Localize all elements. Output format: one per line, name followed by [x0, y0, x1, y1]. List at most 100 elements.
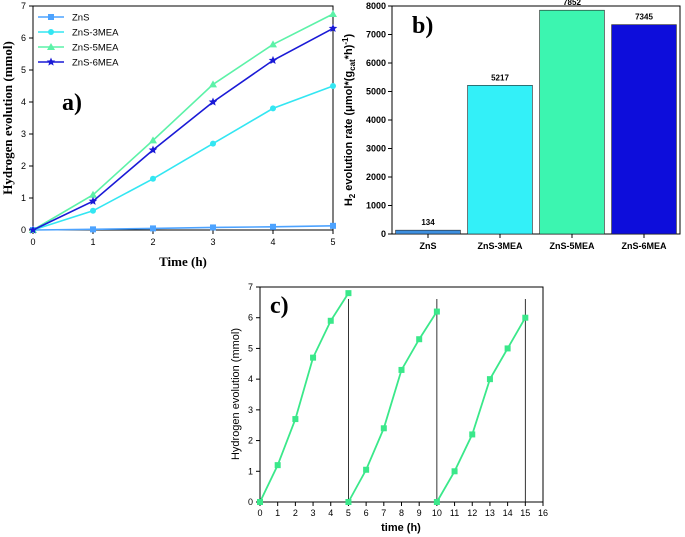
- chart-a-series-line-2: [32, 13, 334, 231]
- chart-b-bar-value-label: 7852: [563, 0, 581, 7]
- chart-a-x-tick-label: 0: [30, 237, 35, 247]
- chart-c-y-tick-label: 5: [248, 343, 253, 353]
- chart-c-y-tick-label: 2: [248, 436, 253, 446]
- chart-a-legend-marker: [47, 43, 55, 50]
- chart-a-y-tick-label: 5: [21, 65, 26, 75]
- chart-c-y-tick-label: 4: [248, 374, 253, 384]
- chart-c-cycle-line-1: [347, 311, 438, 503]
- chart-c-x-tick-label: 5: [346, 508, 351, 518]
- chart-b-y-axis-title-part: -1: [341, 37, 350, 45]
- chart-c-cycle-2-point: [451, 468, 458, 475]
- chart-a-series-line-0: [32, 225, 334, 231]
- chart-a-series-3-point: [328, 23, 338, 33]
- chart-b-category-label: ZnS: [420, 241, 437, 251]
- chart-b-y-tick-label: 4000: [366, 115, 386, 125]
- chart-b-y-axis-title-part: mol*(g: [343, 71, 355, 105]
- chart-a-legend-label: ZnS-3MEA: [72, 28, 119, 39]
- chart-c-panel-label: c): [270, 293, 289, 319]
- chart-c-x-tick-label: 14: [503, 508, 513, 518]
- chart-a-series-2-point: [329, 10, 337, 17]
- chart-b-bar-value-label: 5217: [491, 73, 509, 82]
- chart-c-cycle-0-point: [327, 317, 334, 324]
- chart-b-y-axis-title-part: μ: [343, 105, 355, 112]
- chart-a-legend-label: ZnS-6MEA: [72, 58, 119, 69]
- chart-a-series-1-point: [90, 207, 96, 214]
- chart-a-series-line-1: [32, 85, 334, 231]
- chart-a-legend-label: ZnS: [72, 13, 89, 24]
- chart-c-x-tick-label: 8: [399, 508, 404, 518]
- chart-a-series-1-point: [150, 175, 156, 182]
- chart-a-y-tick-label: 3: [21, 129, 26, 139]
- chart-c-cycle-0-point: [310, 354, 317, 361]
- chart-a-y-tick-label: 7: [21, 1, 26, 11]
- chart-a-series-0-point: [210, 224, 216, 231]
- chart-b-y-tick-label: 7000: [366, 30, 386, 40]
- chart-c-cycle-2-point: [486, 376, 493, 383]
- chart-c-x-tick-label: 12: [467, 508, 477, 518]
- chart-c-cycle-1-point: [363, 466, 370, 473]
- chart-a-series-3-point: [28, 225, 38, 234]
- chart-c-x-tick-label: 6: [364, 508, 369, 518]
- chart-b-bar: [467, 85, 533, 235]
- chart-a-series-0-point: [90, 226, 96, 233]
- chart-b-bar: [395, 229, 461, 235]
- chart-a-x-tick-label: 2: [150, 237, 155, 247]
- chart-c-x-tick-label: 3: [311, 508, 316, 518]
- chart-c-y-tick-label: 6: [248, 313, 253, 323]
- chart-a-series-3-point: [148, 145, 158, 154]
- chart-a-x-tick-label: 5: [330, 237, 335, 247]
- chart-c-cycle-1-point: [433, 308, 440, 315]
- chart-a-legend-marker: [48, 14, 54, 20]
- chart-c-x-tick-label: 13: [485, 508, 495, 518]
- chart-b-y-ticks: 0 1000 2000 3000 4000 5000 6000 7000 8000: [366, 1, 392, 239]
- chart-b-y-axis-title-part: ): [343, 34, 355, 38]
- chart-c-cycle-2-point: [469, 431, 476, 438]
- chart-b-category-label: ZnS-3MEA: [478, 241, 524, 251]
- chart-b-bar-value-label: 134: [421, 218, 435, 227]
- chart-b-y-tick-label: 0: [381, 229, 386, 239]
- chart-c-cycle-0-point: [274, 462, 281, 469]
- chart-c-x-tick-label: 0: [257, 508, 262, 518]
- chart-a-series-3-point: [268, 55, 278, 65]
- chart-a-panel-label: a): [62, 90, 82, 116]
- chart-b-category-label: ZnS-5MEA: [550, 241, 596, 251]
- chart-c-x-tick-label: 11: [450, 508, 459, 518]
- chart-b-y-axis-title-part: *h): [343, 44, 355, 59]
- chart-a: 0 1 2 3 4 5 6 7 0 1 2 3 4 5 ZnS ZnS-3MEA ZnS-5MEA ZnS-6…: [0, 1, 338, 269]
- chart-b-y-axis-title-part: cat: [348, 59, 357, 71]
- chart-c-x-tick-label: 7: [381, 508, 386, 518]
- chart-a-series-1-point: [270, 105, 276, 112]
- chart-b: 0 1000 2000 3000 4000 5000 6000 7000 8000 134 ZnS…: [341, 0, 681, 251]
- chart-a-plot-frame: [32, 5, 334, 231]
- chart-c-cycle-0-point: [292, 416, 299, 423]
- chart-b-y-tick-label: 3000: [366, 144, 386, 154]
- chart-b-bar: [539, 9, 605, 235]
- chart-c-cycle-1-point: [380, 425, 387, 432]
- chart-a-y-tick-label: 0: [21, 225, 26, 235]
- chart-b-y-tick-label: 5000: [366, 87, 386, 97]
- chart-a-series-2-point: [209, 80, 217, 88]
- chart-c-cycle-line-0: [259, 292, 350, 503]
- chart-a-x-tick-label: 3: [210, 237, 215, 247]
- chart-a-y-ticks: 0 1 2 3 4 5 6 7: [21, 1, 33, 235]
- chart-c-cycle-1-point: [416, 336, 423, 343]
- chart-c-cycle-1-point: [345, 499, 352, 505]
- chart-a-y-tick-label: 6: [21, 33, 26, 43]
- chart-a-series: [28, 10, 338, 234]
- chart-c-series: [257, 290, 529, 505]
- chart-a-series-line-3: [32, 27, 334, 231]
- chart-c-x-tick-label: 16: [538, 508, 548, 518]
- chart-b-y-axis-title-part: H: [343, 198, 355, 206]
- chart-c-y-tick-label: 7: [248, 282, 253, 292]
- chart-b-y-tick-label: 2000: [366, 172, 386, 182]
- chart-c-cycle-0-point: [345, 290, 352, 297]
- chart-c-cycle-0-point: [257, 499, 263, 505]
- chart-a-series-2-point: [149, 136, 157, 144]
- chart-a-series-2-point: [269, 40, 277, 48]
- chart-a-x-axis-title: Time (h): [159, 254, 207, 269]
- chart-c-y-tick-label: 3: [248, 405, 253, 415]
- chart-c-x-tick-label: 4: [328, 508, 333, 518]
- chart-c-x-tick-label: 1: [275, 508, 280, 518]
- chart-a-legend: ZnS ZnS-3MEA ZnS-5MEA ZnS-6MEA: [38, 13, 119, 69]
